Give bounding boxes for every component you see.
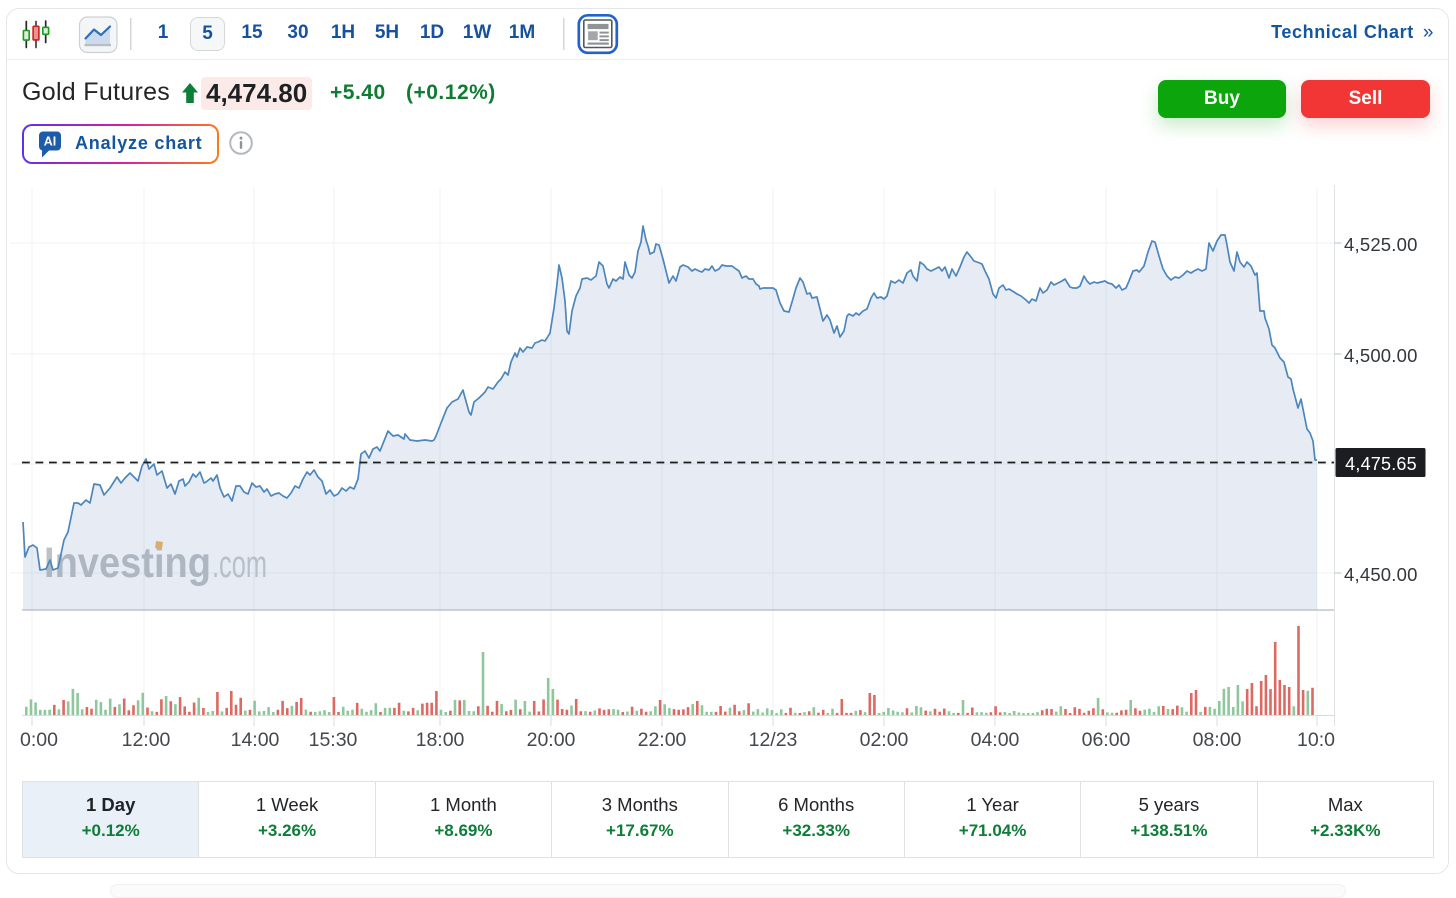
svg-text:14:00: 14:00 [231,729,280,751]
svg-text:15:30: 15:30 [309,729,358,751]
svg-text:08:00: 08:00 [1193,729,1242,751]
svg-text:4,450.00: 4,450.00 [1344,564,1418,585]
svg-text:10:0: 10:0 [1297,729,1335,751]
svg-text:02:00: 02:00 [860,729,909,751]
svg-text:4,475.65: 4,475.65 [1345,454,1417,474]
svg-text:4,525.00: 4,525.00 [1344,234,1418,255]
svg-text:4,500.00: 4,500.00 [1344,345,1418,366]
svg-text:AI: AI [43,134,56,148]
svg-text:12:00: 12:00 [122,729,171,751]
svg-text:.com: .com [212,544,267,586]
svg-text:12/23: 12/23 [749,729,798,751]
svg-text:Investing: Investing [44,539,211,587]
svg-text:0:00: 0:00 [20,729,58,751]
svg-text:20:00: 20:00 [527,729,576,751]
svg-text:06:00: 06:00 [1082,729,1131,751]
svg-text:04:00: 04:00 [971,729,1020,751]
svg-text:18:00: 18:00 [416,729,465,751]
svg-text:22:00: 22:00 [638,729,687,751]
